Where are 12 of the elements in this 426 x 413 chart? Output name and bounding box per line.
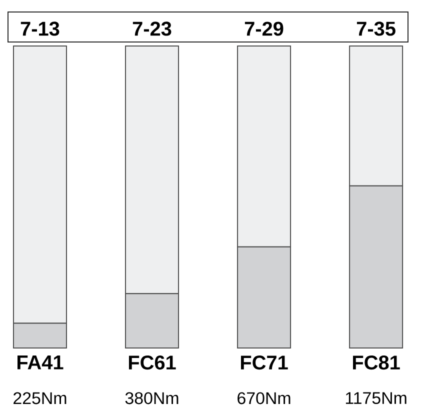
x-tick-label: FC71 [240,356,288,370]
x-tick-label: FC61 [128,356,176,370]
x-tick-label: FA41 [18,356,64,370]
annotation: 7-29 [244,22,284,36]
text: 670Nm [238,392,290,404]
annotation: 7-35 [356,22,396,36]
text: 225Nm [14,392,66,404]
text: 380Nm [125,392,178,404]
x-tick-label: FC81 [353,356,400,370]
text: 1175Nm [346,392,406,404]
annotation: 7-13 [20,22,60,36]
annotation: 7-23 [132,22,172,36]
